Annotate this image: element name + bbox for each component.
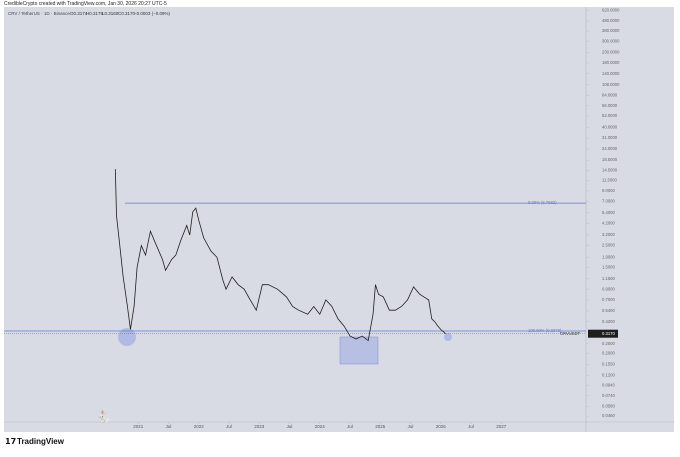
highlight-box [339, 336, 379, 365]
y-tick-label: 2.5000 [602, 243, 615, 248]
x-tick-label: 2027 [496, 424, 507, 429]
price-badge-value: 0.3170 [602, 331, 615, 336]
fib-level-label: 0.00% (6.7582) [528, 200, 557, 205]
footer-logo: 𝟭𝟳 [5, 437, 16, 446]
y-tick-label: 0.1550 [602, 361, 615, 366]
y-tick-label: 0.4200 [602, 319, 615, 324]
y-tick-label: 0.1200 [602, 372, 615, 377]
y-tick-label: 84.0000 [602, 93, 618, 98]
y-tick-label: 0.2000 [602, 350, 615, 355]
y-tick-label: 18.5000 [602, 157, 618, 162]
y-tick-label: 24.0000 [602, 146, 618, 151]
x-tick-label: Jul [287, 424, 293, 429]
y-tick-label: 108.0000 [602, 82, 620, 87]
y-tick-label: 4.2000 [602, 221, 615, 226]
x-tick-label: 2023 [254, 424, 265, 429]
price-line [114, 169, 446, 342]
x-tick-label: 2022 [194, 424, 205, 429]
x-tick-label: 2025 [375, 424, 386, 429]
y-tick-label: 0.2500 [602, 341, 615, 346]
symbol-title: CRV / TetherUS · 1D · Binance [8, 11, 70, 16]
y-tick-label: 11.5000 [602, 178, 617, 183]
y-tick-label: 620.0000 [602, 7, 620, 12]
y-tick-label: 0.0940 [602, 383, 615, 388]
ohlc-value: C0.3170 [118, 11, 136, 16]
y-tick-label: 9.0000 [602, 188, 615, 193]
y-tick-label: 140.0000 [602, 71, 620, 76]
y-tick-label: 1.1500 [602, 276, 615, 281]
y-tick-label: 300.0000 [602, 38, 620, 43]
y-tick-label: 0.9000 [602, 286, 615, 291]
y-tick-label: 7.0000 [602, 199, 615, 204]
x-tick-label: 2024 [315, 424, 326, 429]
x-tick-label: Jul [347, 424, 353, 429]
y-tick-label: 1.9000 [602, 254, 615, 259]
highlight-circle [444, 333, 452, 341]
y-tick-label: 0.0580 [602, 403, 615, 408]
highlight-circle [118, 328, 136, 346]
y-tick-label: 230.0000 [602, 50, 620, 55]
y-tick-label: 480.0000 [602, 18, 620, 23]
ohlc-value: O0.3174 [70, 11, 88, 16]
price-badge-name: CRVUSDT [560, 331, 581, 336]
y-tick-label: 40.0000 [602, 124, 618, 129]
y-tick-label: 52.0000 [602, 113, 618, 118]
y-tick-label: 380.0000 [602, 28, 620, 33]
footer-bar [0, 432, 680, 452]
fib-level-label: 100.00% (0.3379) [528, 328, 562, 333]
y-tick-label: 66.0000 [602, 103, 618, 108]
plot-background [4, 7, 674, 432]
y-tick-label: 31.0000 [602, 135, 618, 140]
price-badge [588, 329, 618, 338]
footer-brand: TradingView [17, 437, 65, 446]
x-tick-label: Jul [226, 424, 232, 429]
x-tick-label: 2021 [133, 424, 144, 429]
y-tick-label: 0.0740 [602, 393, 615, 398]
y-tick-label: 3.2000 [602, 232, 615, 237]
x-tick-label: Jul [468, 424, 474, 429]
ohlc-value: −0.0003 (−0.09%) [134, 11, 171, 16]
y-tick-label: 0.0460 [602, 413, 615, 418]
ohlc-value: H0.3179 [86, 11, 104, 16]
y-tick-label: 14.5000 [602, 168, 618, 173]
credit: CredibleCrypto created with TradingView.… [4, 1, 167, 7]
x-tick-label: Jul [166, 424, 172, 429]
y-tick-label: 0.5400 [602, 308, 615, 313]
logo-icon: 🐇 [96, 410, 111, 424]
x-tick-label: Jul [408, 424, 414, 429]
x-tick-label: 2026 [436, 424, 447, 429]
y-tick-label: 0.7000 [602, 297, 615, 302]
ohlc-value: L0.3160 [102, 11, 119, 16]
y-tick-label: 5.4000 [602, 210, 615, 215]
y-tick-label: 1.5000 [602, 264, 615, 269]
y-tick-label: 180.0000 [602, 60, 620, 65]
